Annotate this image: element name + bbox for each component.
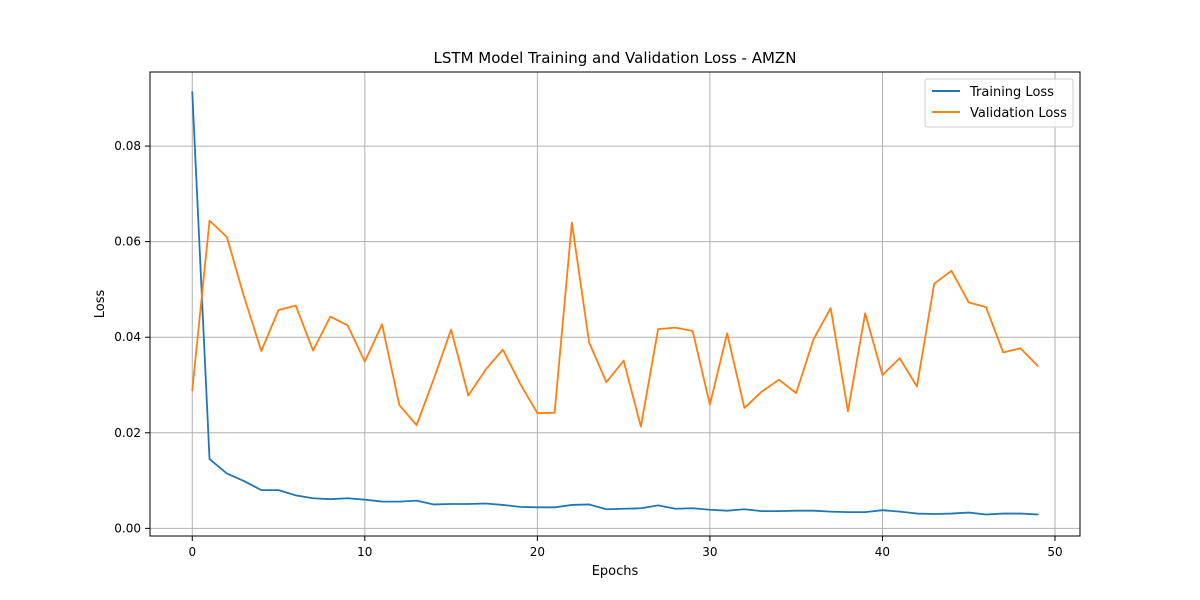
series-line-training-loss (191, 91, 1039, 516)
legend-label-validation: Validation Loss (970, 106, 1067, 121)
x-tick-label: 50 (1047, 545, 1062, 559)
x-tick-label: 10 (357, 545, 372, 559)
x-tick-label: 20 (530, 545, 545, 559)
legend-box (924, 78, 1074, 128)
x-tick-label: 30 (702, 545, 717, 559)
legend: Training Loss Validation Loss (924, 78, 1074, 128)
plot-lines (191, 91, 1039, 516)
plot-frame (149, 71, 1081, 537)
y-axis-label: Loss (93, 290, 108, 319)
x-tick-label: 0 (188, 545, 196, 559)
y-tick-label: 0.06 (114, 235, 141, 249)
y-tick-label: 0.02 (114, 426, 141, 440)
y-tick-label: 0.04 (114, 330, 141, 344)
legend-label-training: Training Loss (969, 85, 1054, 100)
y-tick-label: 0.00 (114, 521, 141, 535)
series-line-validation-loss (191, 219, 1039, 428)
chart-title: LSTM Model Training and Validation Loss … (434, 49, 797, 67)
x-axis-label: Epochs (592, 564, 639, 579)
y-axis: 0.00 0.02 0.04 0.06 0.08 (114, 139, 150, 535)
y-tick-label: 0.08 (114, 139, 141, 153)
grid (150, 72, 1080, 536)
x-axis: 0 10 20 30 40 50 (188, 536, 1063, 559)
x-tick-label: 40 (875, 545, 890, 559)
